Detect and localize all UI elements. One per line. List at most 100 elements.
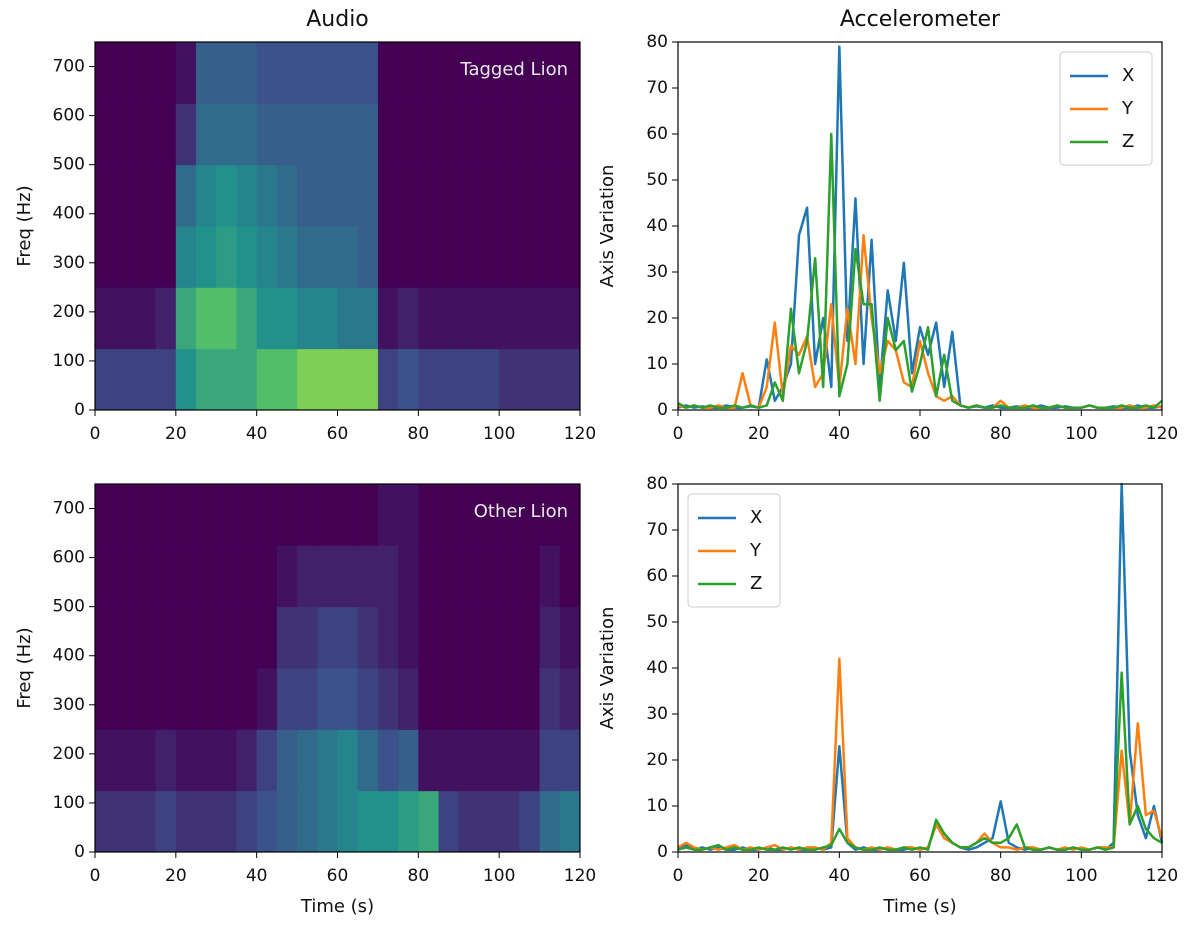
x-tick-label: 60 — [909, 866, 931, 886]
spectrogram-cell — [539, 668, 561, 730]
x-tick-label: 120 — [564, 424, 596, 444]
spectrogram-cell — [499, 668, 520, 730]
spectrogram-cell — [377, 790, 399, 853]
data-line — [677, 657, 1164, 851]
spectrogram-cell — [276, 729, 298, 792]
spectrogram-cell — [276, 545, 298, 608]
x-tick-label: 100 — [483, 424, 515, 444]
spectrogram-cell — [236, 668, 258, 730]
spectrogram-cell — [135, 103, 157, 166]
y-tick-label: 100 — [53, 351, 85, 371]
spectrogram-cell — [196, 287, 217, 350]
x-tick-label: 60 — [327, 424, 349, 444]
spectrogram-cell — [317, 606, 338, 669]
spectrogram-cell — [155, 42, 177, 104]
spectrogram-cell — [398, 729, 419, 792]
y-axis-label: Freq (Hz) — [14, 627, 35, 708]
x-tick-label: 100 — [1065, 424, 1097, 444]
spectrogram-cell — [236, 164, 258, 227]
spectrogram-cell — [196, 668, 217, 730]
spectrogram-cell — [377, 668, 399, 730]
spectrogram-cell — [499, 545, 520, 608]
spectrogram-cell — [297, 545, 318, 608]
spectrogram-cell — [196, 164, 217, 227]
spectrogram-cell — [357, 287, 379, 350]
spectrogram-cell — [458, 606, 480, 669]
spectrogram-cell — [317, 729, 338, 792]
spectrogram-cell — [155, 287, 177, 350]
spectrogram-cell — [297, 42, 318, 104]
spectrogram-cell — [398, 668, 419, 730]
spectrogram-cell — [559, 484, 581, 546]
legend-label: X — [750, 507, 762, 528]
spectrogram-cell — [418, 348, 440, 411]
spectrogram-cell — [236, 545, 258, 608]
annotation: Other Lion — [474, 501, 568, 522]
spectrogram-cell — [519, 790, 541, 853]
spectrogram-cell — [337, 545, 359, 608]
spectrogram-cell — [256, 287, 278, 350]
spectrogram-cell — [398, 103, 419, 166]
spectrogram-cell — [559, 668, 581, 730]
annotation: Tagged Lion — [459, 59, 568, 80]
y-tick-label: 50 — [646, 612, 668, 632]
y-tick-label: 300 — [53, 695, 85, 715]
spectrogram-cell — [478, 226, 500, 288]
spectrogram-cell — [519, 729, 541, 792]
spectrogram-cell — [276, 42, 298, 104]
spectrogram-cell — [559, 545, 581, 608]
spectrogram-cell — [519, 287, 541, 350]
spectrogram-cell — [337, 226, 359, 288]
y-tick-label: 30 — [646, 262, 668, 282]
legend-label: X — [1122, 65, 1134, 86]
spectrogram-cell — [115, 287, 136, 350]
spectrogram-cell — [398, 164, 419, 227]
spectrogram-cell — [539, 226, 561, 288]
spectrogram-cell — [236, 348, 258, 411]
y-tick-label: 10 — [646, 354, 668, 374]
spectrogram-cell — [398, 42, 419, 104]
spectrogram-cell — [256, 348, 278, 411]
y-tick-label: 30 — [646, 704, 668, 724]
spectrogram-cell — [357, 484, 379, 546]
spectrogram-cell — [95, 484, 116, 546]
spectrogram-cell — [135, 164, 157, 227]
spectrogram-cell — [499, 484, 520, 546]
spectrogram-cell — [357, 729, 379, 792]
spectrogram-cell — [398, 348, 419, 411]
x-tick-label: 80 — [990, 424, 1012, 444]
spectrogram-cell — [398, 545, 419, 608]
spectrogram-cell — [377, 42, 399, 104]
spectrogram-cell — [438, 484, 460, 546]
spectrogram-cell — [418, 42, 440, 104]
spectrogram-cell — [115, 226, 136, 288]
spectrogram-cell — [458, 287, 480, 350]
y-axis-label: Axis Variation — [597, 165, 618, 288]
spectrogram-cell — [115, 790, 136, 853]
spectrogram-cell — [216, 668, 237, 730]
spectrogram-cell — [418, 103, 440, 166]
spectrogram-cell — [135, 729, 157, 792]
spectrogram — [95, 42, 581, 411]
spectrogram-cell — [438, 287, 460, 350]
spectrogram-cell — [418, 164, 440, 227]
spectrogram-cell — [418, 287, 440, 350]
spectrogram-cell — [357, 42, 379, 104]
spectrogram-cell — [276, 790, 298, 853]
spectrogram-cell — [115, 484, 136, 546]
spectrogram-cell — [155, 545, 177, 608]
spectrogram-cell — [559, 42, 581, 104]
spectrogram-cell — [236, 790, 258, 853]
spectrogram-cell — [135, 790, 157, 853]
spectrogram-cell — [175, 790, 197, 853]
chart-title: Audio — [306, 7, 369, 32]
spectrogram-cell — [317, 103, 338, 166]
spectrogram-cell — [317, 287, 338, 350]
spectrogram-cell — [175, 226, 197, 288]
spectrogram-cell — [216, 42, 237, 104]
x-tick-label: 0 — [673, 866, 684, 886]
spectrogram-cell — [276, 348, 298, 411]
data-line — [677, 132, 1163, 409]
spectrogram-cell — [256, 729, 278, 792]
spectrogram-cell — [95, 226, 116, 288]
